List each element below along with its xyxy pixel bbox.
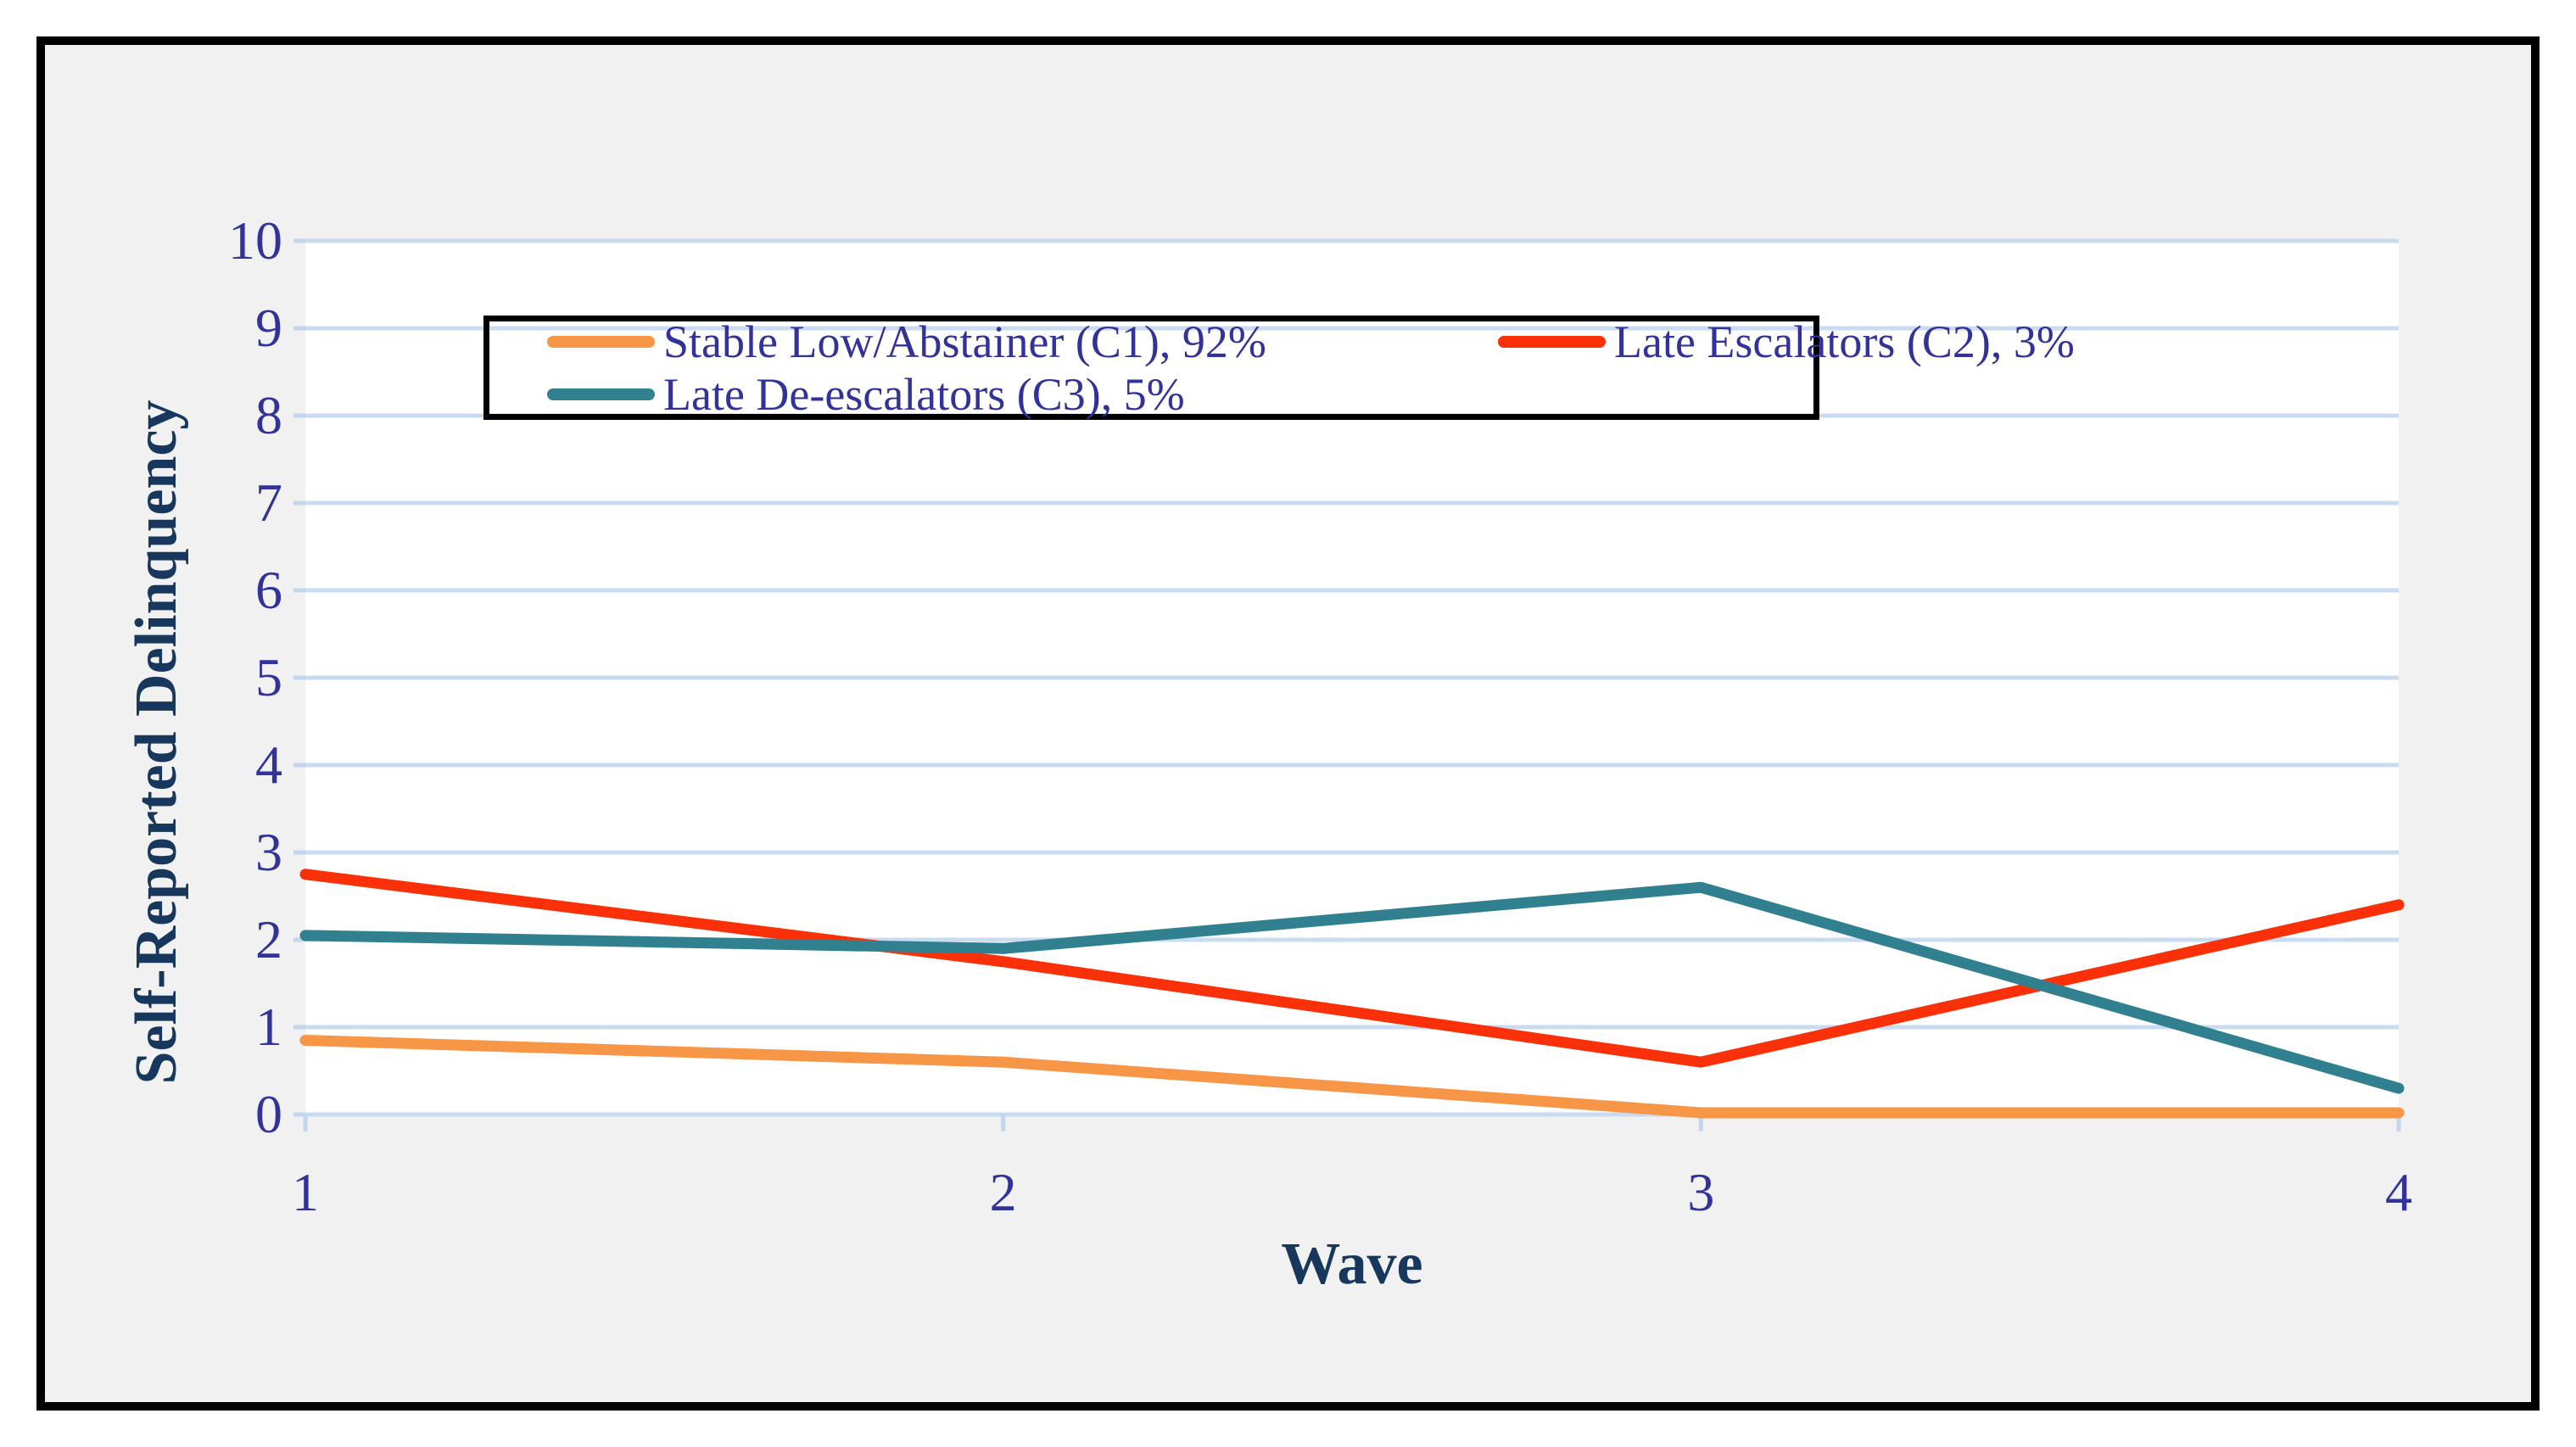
x-tick-label: 3: [1687, 1162, 1715, 1222]
x-tick-label: 4: [2385, 1162, 2412, 1222]
y-tick-label: 1: [255, 997, 282, 1057]
y-axis-title: Self-Reported Delinquency: [124, 399, 189, 1085]
legend-item-2: Late Escalators (C2), 3%: [1498, 316, 2075, 367]
series-line-1: [299, 1034, 2405, 1119]
legend-swatch-icon: [547, 336, 655, 348]
legend-label: Late De-escalators (C3), 5%: [663, 369, 1185, 420]
y-tick-label: 6: [255, 560, 282, 620]
legend-swatch-icon: [1498, 336, 1606, 348]
y-tick-label: 7: [255, 472, 282, 533]
legend-label: Late Escalators (C2), 3%: [1614, 316, 2075, 367]
y-tick-label: 4: [255, 735, 282, 795]
legend-swatch-icon: [547, 388, 655, 400]
series-line-3: [299, 881, 2405, 1094]
y-tick-label: 9: [255, 298, 282, 358]
legend-item-3: Late De-escalators (C3), 5%: [547, 369, 1185, 420]
x-tick-label: 1: [292, 1162, 319, 1222]
x-axis-title: Wave: [1281, 1232, 1423, 1297]
y-tick-label: 10: [228, 210, 282, 271]
y-tick-label: 0: [255, 1084, 282, 1144]
y-tick-label: 2: [255, 909, 282, 969]
y-tick-label: 5: [255, 647, 282, 707]
legend: Stable Low/Abstainer (C1), 92% Late Escal…: [483, 316, 2075, 420]
x-tick-label: 2: [989, 1162, 1017, 1222]
y-tick-label: 3: [255, 822, 282, 882]
plot-area: [293, 238, 2405, 1131]
legend-label: Stable Low/Abstainer (C1), 92%: [663, 316, 1266, 367]
y-tick-label: 8: [255, 385, 282, 445]
legend-item-1: Stable Low/Abstainer (C1), 92%: [547, 316, 1266, 367]
